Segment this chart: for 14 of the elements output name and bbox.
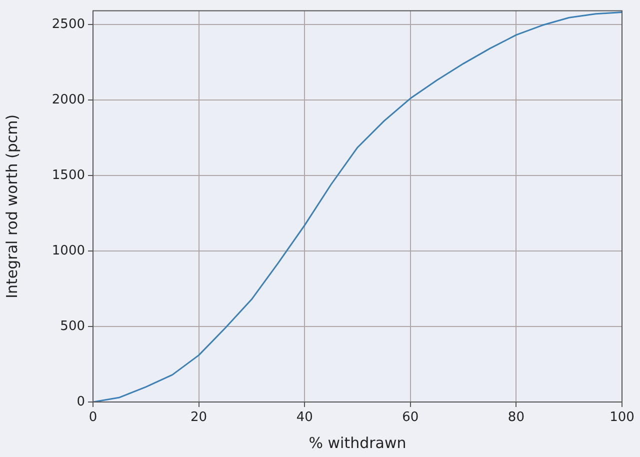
x-axis-title: % withdrawn (308, 434, 406, 452)
y-tick-label: 2500 (52, 16, 85, 32)
y-tick-label: 1500 (52, 168, 85, 183)
y-tick-label: 1000 (52, 243, 85, 258)
x-tick-label: 40 (296, 410, 313, 426)
x-tick-label: 20 (190, 410, 208, 426)
y-tick-label: 0 (76, 394, 85, 410)
x-tick-label: 60 (402, 410, 419, 426)
x-tick-label: 0 (88, 410, 98, 426)
x-tick-label: 100 (610, 410, 634, 426)
y-tick-label: 2000 (52, 92, 85, 108)
y-tick-label: 500 (60, 318, 85, 334)
x-tick-label: 80 (508, 410, 524, 426)
y-axis-title: Integral rod worth (pcm) (2, 114, 21, 298)
